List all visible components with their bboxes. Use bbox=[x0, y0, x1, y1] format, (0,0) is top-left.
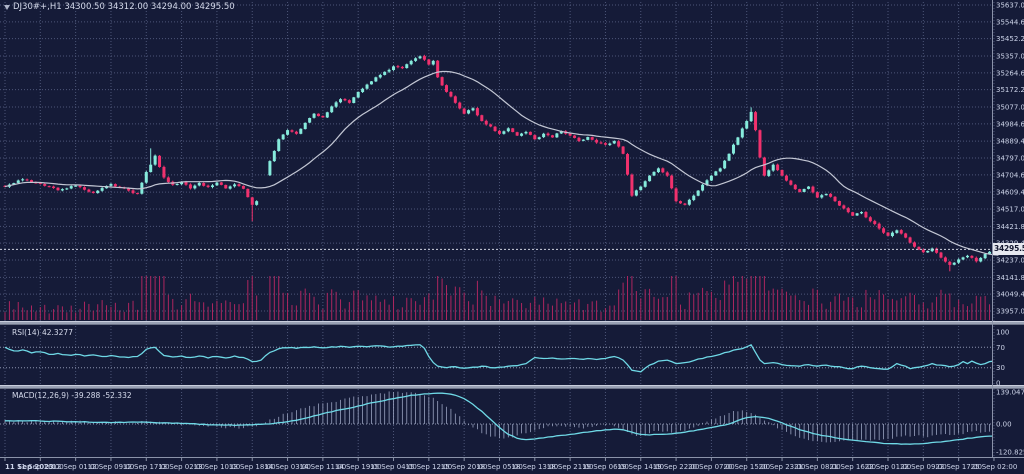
svg-text:34049.40: 34049.40 bbox=[996, 291, 1024, 299]
svg-text:35264.60: 35264.60 bbox=[996, 69, 1024, 77]
svg-text:18 Sep 05:00: 18 Sep 05:00 bbox=[476, 463, 523, 471]
svg-text:12 Sep 17:00: 12 Sep 17:00 bbox=[123, 463, 170, 471]
svg-text:70: 70 bbox=[996, 344, 1005, 352]
svg-text:33957.00: 33957.00 bbox=[996, 308, 1024, 316]
svg-text:14 Sep 11:00: 14 Sep 11:00 bbox=[300, 463, 347, 471]
svg-text:25 Sep 02:00: 25 Sep 02:00 bbox=[971, 463, 1018, 471]
svg-text:14 Sep 19:00: 14 Sep 19:00 bbox=[335, 463, 382, 471]
svg-text:30: 30 bbox=[996, 364, 1005, 372]
svg-text:35077.00: 35077.00 bbox=[996, 104, 1024, 112]
pane-separators[interactable] bbox=[0, 0, 1024, 458]
svg-text:21 Sep 16:00: 21 Sep 16:00 bbox=[829, 463, 876, 471]
svg-text:34889.40: 34889.40 bbox=[996, 138, 1024, 146]
svg-text:0: 0 bbox=[996, 380, 1000, 388]
svg-text:11 Sep 16:00: 11 Sep 16:00 bbox=[17, 463, 64, 471]
svg-text:22 Sep 01:00: 22 Sep 01:00 bbox=[865, 463, 912, 471]
svg-text:13 Sep 10:00: 13 Sep 10:00 bbox=[194, 463, 241, 471]
svg-text:35544.60: 35544.60 bbox=[996, 18, 1024, 26]
svg-text:100: 100 bbox=[996, 329, 1009, 337]
svg-text:15 Sep 20:00: 15 Sep 20:00 bbox=[441, 463, 488, 471]
svg-text:34797.00: 34797.00 bbox=[996, 155, 1024, 163]
svg-text:22 Sep 17:00: 22 Sep 17:00 bbox=[935, 463, 982, 471]
svg-text:34704.60: 34704.60 bbox=[996, 171, 1024, 179]
macd-axis[interactable]: 139.047 0.00 -120.825 bbox=[996, 389, 1024, 457]
svg-text:20 Sep 07:00: 20 Sep 07:00 bbox=[688, 463, 735, 471]
svg-text:20 Sep 15:00: 20 Sep 15:00 bbox=[723, 463, 770, 471]
svg-text:34984.60: 34984.60 bbox=[996, 120, 1024, 128]
svg-text:35452.20: 35452.20 bbox=[996, 35, 1024, 43]
macd-signal-line bbox=[5, 392, 992, 445]
svg-text:34517.00: 34517.00 bbox=[996, 206, 1024, 214]
price-axis[interactable]: 35637.00 35544.60 35452.20 35357.00 35264.60… bbox=[996, 2, 1024, 316]
current-price-label: 34295.50 bbox=[993, 243, 1024, 255]
svg-text:21 Sep 08:00: 21 Sep 08:00 bbox=[794, 463, 841, 471]
svg-text:15 Sep 04:00: 15 Sep 04:00 bbox=[370, 463, 417, 471]
svg-text:19 Sep 22:00: 19 Sep 22:00 bbox=[653, 463, 700, 471]
svg-text:34421.80: 34421.80 bbox=[996, 223, 1024, 231]
svg-text:139.047: 139.047 bbox=[996, 389, 1024, 397]
svg-text:19 Sep 14:00: 19 Sep 14:00 bbox=[617, 463, 664, 471]
svg-text:34237.00: 34237.00 bbox=[996, 257, 1024, 265]
svg-text:13 Sep 18:00: 13 Sep 18:00 bbox=[229, 463, 276, 471]
svg-text:0.00: 0.00 bbox=[996, 421, 1012, 429]
moving-average-line bbox=[4, 70, 999, 256]
svg-text:15 Sep 12:00: 15 Sep 12:00 bbox=[405, 463, 452, 471]
svg-text:35637.00: 35637.00 bbox=[996, 2, 1024, 10]
volume-layer bbox=[4, 276, 991, 320]
svg-text:35357.00: 35357.00 bbox=[996, 53, 1024, 61]
svg-text:35172.20: 35172.20 bbox=[996, 86, 1024, 94]
svg-text:22 Sep 09:00: 22 Sep 09:00 bbox=[900, 463, 947, 471]
svg-text:20 Sep 23:00: 20 Sep 23:00 bbox=[759, 463, 806, 471]
svg-text:11 Sep 2023: 11 Sep 2023 bbox=[5, 463, 54, 471]
svg-text:34609.40: 34609.40 bbox=[996, 189, 1024, 197]
svg-text:18 Sep 21:00: 18 Sep 21:00 bbox=[547, 463, 594, 471]
svg-text:12 Sep 09:00: 12 Sep 09:00 bbox=[88, 463, 135, 471]
svg-text:-120.825: -120.825 bbox=[996, 448, 1024, 456]
svg-text:18 Sep 13:00: 18 Sep 13:00 bbox=[511, 463, 558, 471]
svg-text:19 Sep 06:00: 19 Sep 06:00 bbox=[582, 463, 629, 471]
svg-text:12 Sep 01:00: 12 Sep 01:00 bbox=[52, 463, 99, 471]
svg-text:13 Sep 02:00: 13 Sep 02:00 bbox=[158, 463, 205, 471]
grid-layer bbox=[0, 2, 995, 457]
rsi-line bbox=[4, 343, 992, 373]
svg-text:34141.80: 34141.80 bbox=[996, 274, 1024, 282]
rsi-axis[interactable]: 100 70 30 0 bbox=[996, 329, 1009, 388]
svg-text:14 Sep 03:00: 14 Sep 03:00 bbox=[264, 463, 311, 471]
